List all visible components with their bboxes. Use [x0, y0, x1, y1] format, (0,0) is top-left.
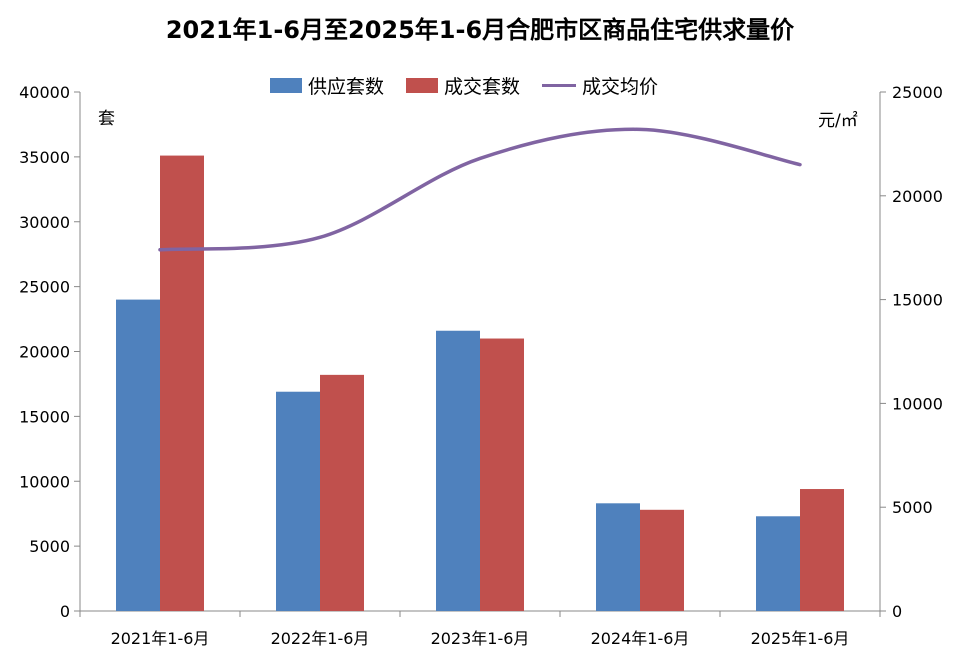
left-tick-label: 0 — [60, 602, 70, 621]
left-tick-label: 15000 — [19, 407, 70, 426]
x-tick-label: 2023年1-6月 — [431, 629, 530, 648]
left-tick-label: 30000 — [19, 213, 70, 232]
bar-deals — [160, 155, 204, 611]
bar-supply — [276, 391, 320, 611]
chart-legend: 供应套数 成交套数 成交均价 — [270, 72, 680, 99]
legend-label-deals: 成交套数 — [444, 76, 521, 98]
x-tick-label: 2025年1-6月 — [751, 629, 850, 648]
bar-supply — [756, 516, 800, 611]
x-tick-label: 2021年1-6月 — [111, 629, 210, 648]
legend-label-price: 成交均价 — [582, 76, 659, 98]
legend-label-supply: 供应套数 — [308, 76, 385, 98]
left-tick-label: 35000 — [19, 148, 70, 167]
legend-item-supply: 供应套数 — [270, 72, 384, 99]
chart-title: 2021年1-6月至2025年1-6月合肥市区商品住宅供求量价 — [165, 16, 795, 44]
bar-deals — [640, 509, 684, 611]
right-tick-label: 5000 — [892, 498, 933, 517]
bar-deals — [320, 374, 364, 611]
x-tick-label: 2024年1-6月 — [591, 629, 690, 648]
bar-supply — [436, 330, 480, 611]
left-tick-label: 5000 — [29, 537, 70, 556]
left-tick-label: 20000 — [19, 343, 70, 362]
left-tick-label: 40000 — [19, 83, 70, 102]
left-tick-label: 25000 — [19, 278, 70, 297]
legend-line-price — [542, 84, 577, 87]
right-axis-unit: 元/㎡ — [818, 111, 858, 131]
line-avg-price — [158, 127, 802, 252]
right-tick-label: 10000 — [892, 394, 943, 413]
bar-deals — [480, 338, 524, 611]
left-axis-unit: 套 — [98, 109, 115, 129]
legend-swatch-deals — [406, 78, 439, 93]
bar-supply — [116, 299, 160, 611]
right-tick-label: 15000 — [892, 291, 943, 310]
bar-supply — [596, 503, 640, 611]
bar-deals — [800, 489, 844, 611]
legend-item-price: 成交均价 — [542, 72, 658, 99]
right-tick-label: 25000 — [892, 83, 943, 102]
right-tick-label: 20000 — [892, 187, 943, 206]
right-tick-label: 0 — [892, 602, 902, 621]
legend-swatch-supply — [270, 78, 302, 93]
x-tick-label: 2022年1-6月 — [271, 629, 370, 648]
left-tick-label: 10000 — [19, 472, 70, 491]
legend-item-deals: 成交套数 — [406, 72, 520, 99]
